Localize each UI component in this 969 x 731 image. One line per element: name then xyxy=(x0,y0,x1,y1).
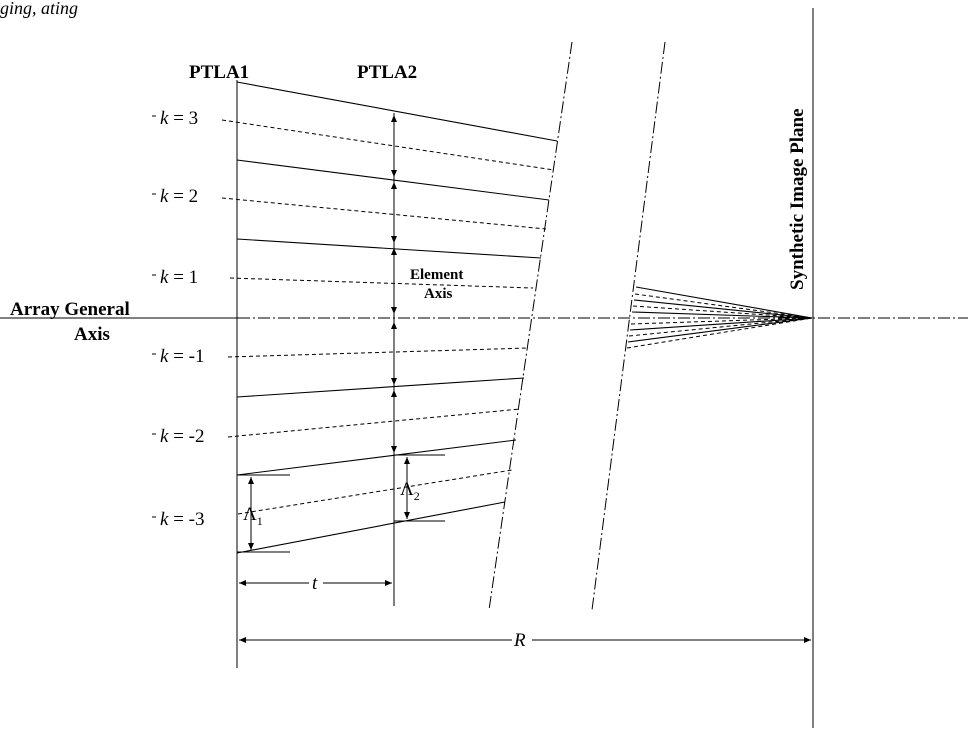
boundary-line-6 xyxy=(236,501,506,554)
k-label: k = 1 xyxy=(160,267,198,288)
lambda1-label: Λ1 xyxy=(243,504,263,528)
k-label: k = -2 xyxy=(160,426,204,447)
ptla1-label: PTLA1 xyxy=(189,62,249,83)
array-general-axis-label: Array General Axis xyxy=(10,299,135,345)
lens-plane-line-2 xyxy=(591,41,666,611)
k-label: k = -3 xyxy=(160,509,204,530)
element-axis-k1 xyxy=(229,277,534,289)
R-label: R xyxy=(513,630,526,651)
element-axis-k-2 xyxy=(227,408,521,438)
t-label: t xyxy=(312,573,318,594)
ptla2-label: PTLA2 xyxy=(357,62,417,83)
lambda2-dimension xyxy=(394,454,445,522)
ray-fan xyxy=(626,286,813,349)
k-label: k = 3 xyxy=(160,108,198,129)
element-axis-k-1 xyxy=(227,347,529,358)
boundary-line-3 xyxy=(236,238,542,259)
boundary-line-4 xyxy=(236,377,525,398)
k-labels: k = 3 k = 2 k = 1 k = -1 k = -2 k = -3 xyxy=(160,108,204,530)
element-axis-k2 xyxy=(221,197,547,230)
k-label: k = 2 xyxy=(160,186,198,207)
lens-plane-line-1 xyxy=(488,41,573,611)
k-label: k = -1 xyxy=(160,346,204,367)
boundary-line-1 xyxy=(236,81,558,142)
lambda1-dimension xyxy=(237,474,290,553)
element-axis-label: Element Axis xyxy=(410,267,467,302)
boundary-line-2 xyxy=(236,159,550,201)
element-axis-k-3 xyxy=(237,469,513,515)
lambda2-label: Λ2 xyxy=(400,479,420,503)
element-axis-k3 xyxy=(221,119,555,171)
synthetic-image-plane-label: Synthetic Image Plane xyxy=(787,108,808,290)
boundary-line-5 xyxy=(236,439,517,476)
k-label-ticks xyxy=(152,115,156,518)
header-fragment: ging, ating xyxy=(0,0,78,18)
